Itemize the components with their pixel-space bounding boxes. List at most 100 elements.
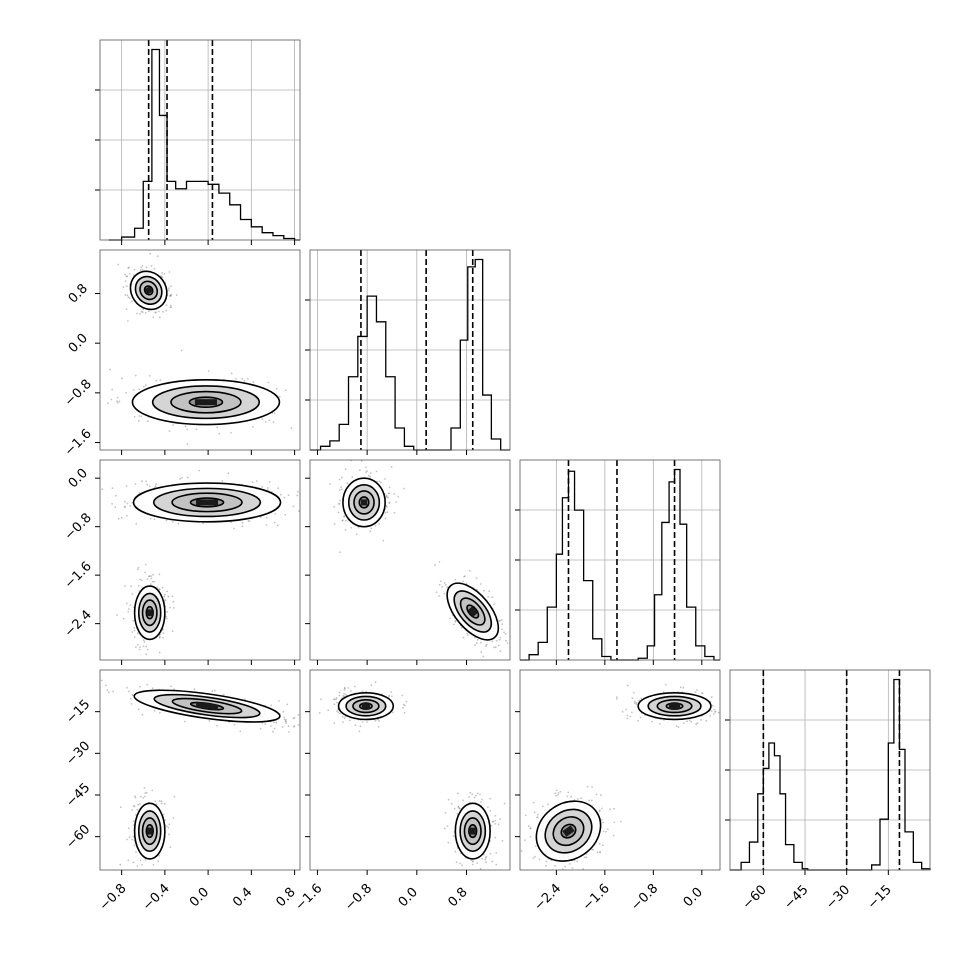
scatter-point: [127, 267, 130, 269]
scatter-point: [161, 586, 164, 589]
y-tick-label: −15: [63, 697, 93, 727]
density-peak: [146, 827, 153, 835]
scatter-point: [165, 615, 168, 618]
density-peak: [360, 499, 368, 506]
scatter-point: [112, 690, 114, 693]
x-tick-label: −60: [740, 883, 770, 913]
scatter-point: [114, 506, 117, 509]
scatter-point: [384, 511, 387, 514]
scatter-point: [125, 308, 128, 310]
scatter-point: [162, 632, 165, 634]
scatter-point: [280, 493, 282, 496]
scatter-point: [130, 585, 133, 588]
scatter-point: [388, 486, 391, 489]
x-tick-label: 0.4: [230, 885, 255, 910]
scatter-point: [141, 480, 143, 483]
scatter-point: [384, 517, 387, 520]
scatter-point: [138, 491, 141, 494]
scatter-point: [241, 377, 244, 380]
scatter-point: [130, 703, 133, 705]
scatter-point: [390, 691, 392, 693]
scatter-point: [391, 695, 393, 698]
scatter-point: [100, 679, 103, 682]
scatter-point: [369, 530, 372, 532]
scatter-point: [303, 491, 305, 493]
scatter-point: [230, 432, 232, 434]
scatter-point: [401, 694, 404, 697]
scatter-point: [504, 633, 507, 635]
scatter-point: [136, 643, 139, 646]
scatter-point: [273, 727, 276, 730]
scatter-point: [557, 793, 559, 796]
panel-frame: [729, 669, 931, 871]
scatter-point: [134, 483, 137, 485]
scatter-point: [96, 681, 98, 683]
scatter-point: [327, 709, 330, 712]
scatter-point: [335, 697, 338, 699]
scatter-point: [386, 505, 388, 508]
scatter-point: [130, 697, 132, 700]
scatter-point: [546, 872, 548, 874]
scatter-point: [96, 701, 98, 703]
scatter-point: [124, 280, 127, 283]
scatter-point: [165, 304, 168, 306]
scatter-point: [374, 719, 377, 722]
scatter-point: [132, 861, 135, 864]
scatter-point: [338, 503, 341, 505]
scatter-point: [474, 636, 476, 639]
scatter-point: [105, 684, 107, 687]
y-tick-label: −1.6: [62, 426, 95, 459]
scatter-point: [700, 692, 703, 694]
scatter-point: [149, 583, 152, 585]
scatter-point: [721, 709, 723, 711]
scatter-point: [136, 865, 139, 867]
scatter-point: [344, 693, 347, 696]
scatter-point: [133, 627, 136, 629]
scatter-point: [165, 309, 168, 312]
scatter-point: [131, 809, 134, 811]
scatter-point: [534, 855, 536, 858]
scatter-point: [632, 691, 635, 694]
scatter-point: [633, 700, 636, 703]
scatter-point: [337, 502, 340, 505]
scatter-point: [126, 275, 128, 277]
joint-panel-4-2: [309, 669, 511, 871]
scatter-point: [489, 797, 492, 800]
scatter-point: [268, 481, 271, 483]
scatter-point: [453, 807, 456, 810]
scatter-point: [370, 527, 373, 530]
scatter-point: [195, 428, 198, 431]
scatter-point: [146, 483, 149, 486]
scatter-point: [333, 523, 336, 525]
scatter-point: [118, 400, 121, 403]
scatter-point: [651, 720, 654, 723]
density-peak: [146, 609, 153, 617]
scatter-point: [149, 517, 152, 520]
scatter-point: [162, 813, 165, 816]
scatter-point: [141, 268, 144, 271]
scatter-point: [145, 645, 148, 648]
scatter-point: [267, 381, 270, 384]
scatter-point: [434, 564, 436, 566]
scatter-point: [156, 586, 159, 589]
scatter-point: [555, 794, 557, 797]
scatter-point: [435, 591, 438, 593]
scatter-point: [474, 644, 476, 647]
scatter-point: [181, 476, 183, 479]
scatter-point: [713, 708, 715, 711]
scatter-point: [129, 505, 132, 507]
scatter-point: [159, 316, 161, 319]
scatter-point: [122, 617, 125, 620]
scatter-point: [117, 263, 119, 266]
scatter-point: [172, 607, 175, 609]
scatter-point: [134, 795, 136, 798]
scatter-point: [125, 275, 128, 278]
scatter-point: [139, 313, 141, 315]
scatter-point: [475, 577, 478, 579]
scatter-point: [366, 470, 368, 472]
scatter-point: [143, 641, 146, 643]
scatter-point: [275, 388, 278, 390]
scatter-point: [545, 864, 547, 867]
scatter-point: [120, 516, 123, 519]
scatter-point: [166, 610, 169, 613]
